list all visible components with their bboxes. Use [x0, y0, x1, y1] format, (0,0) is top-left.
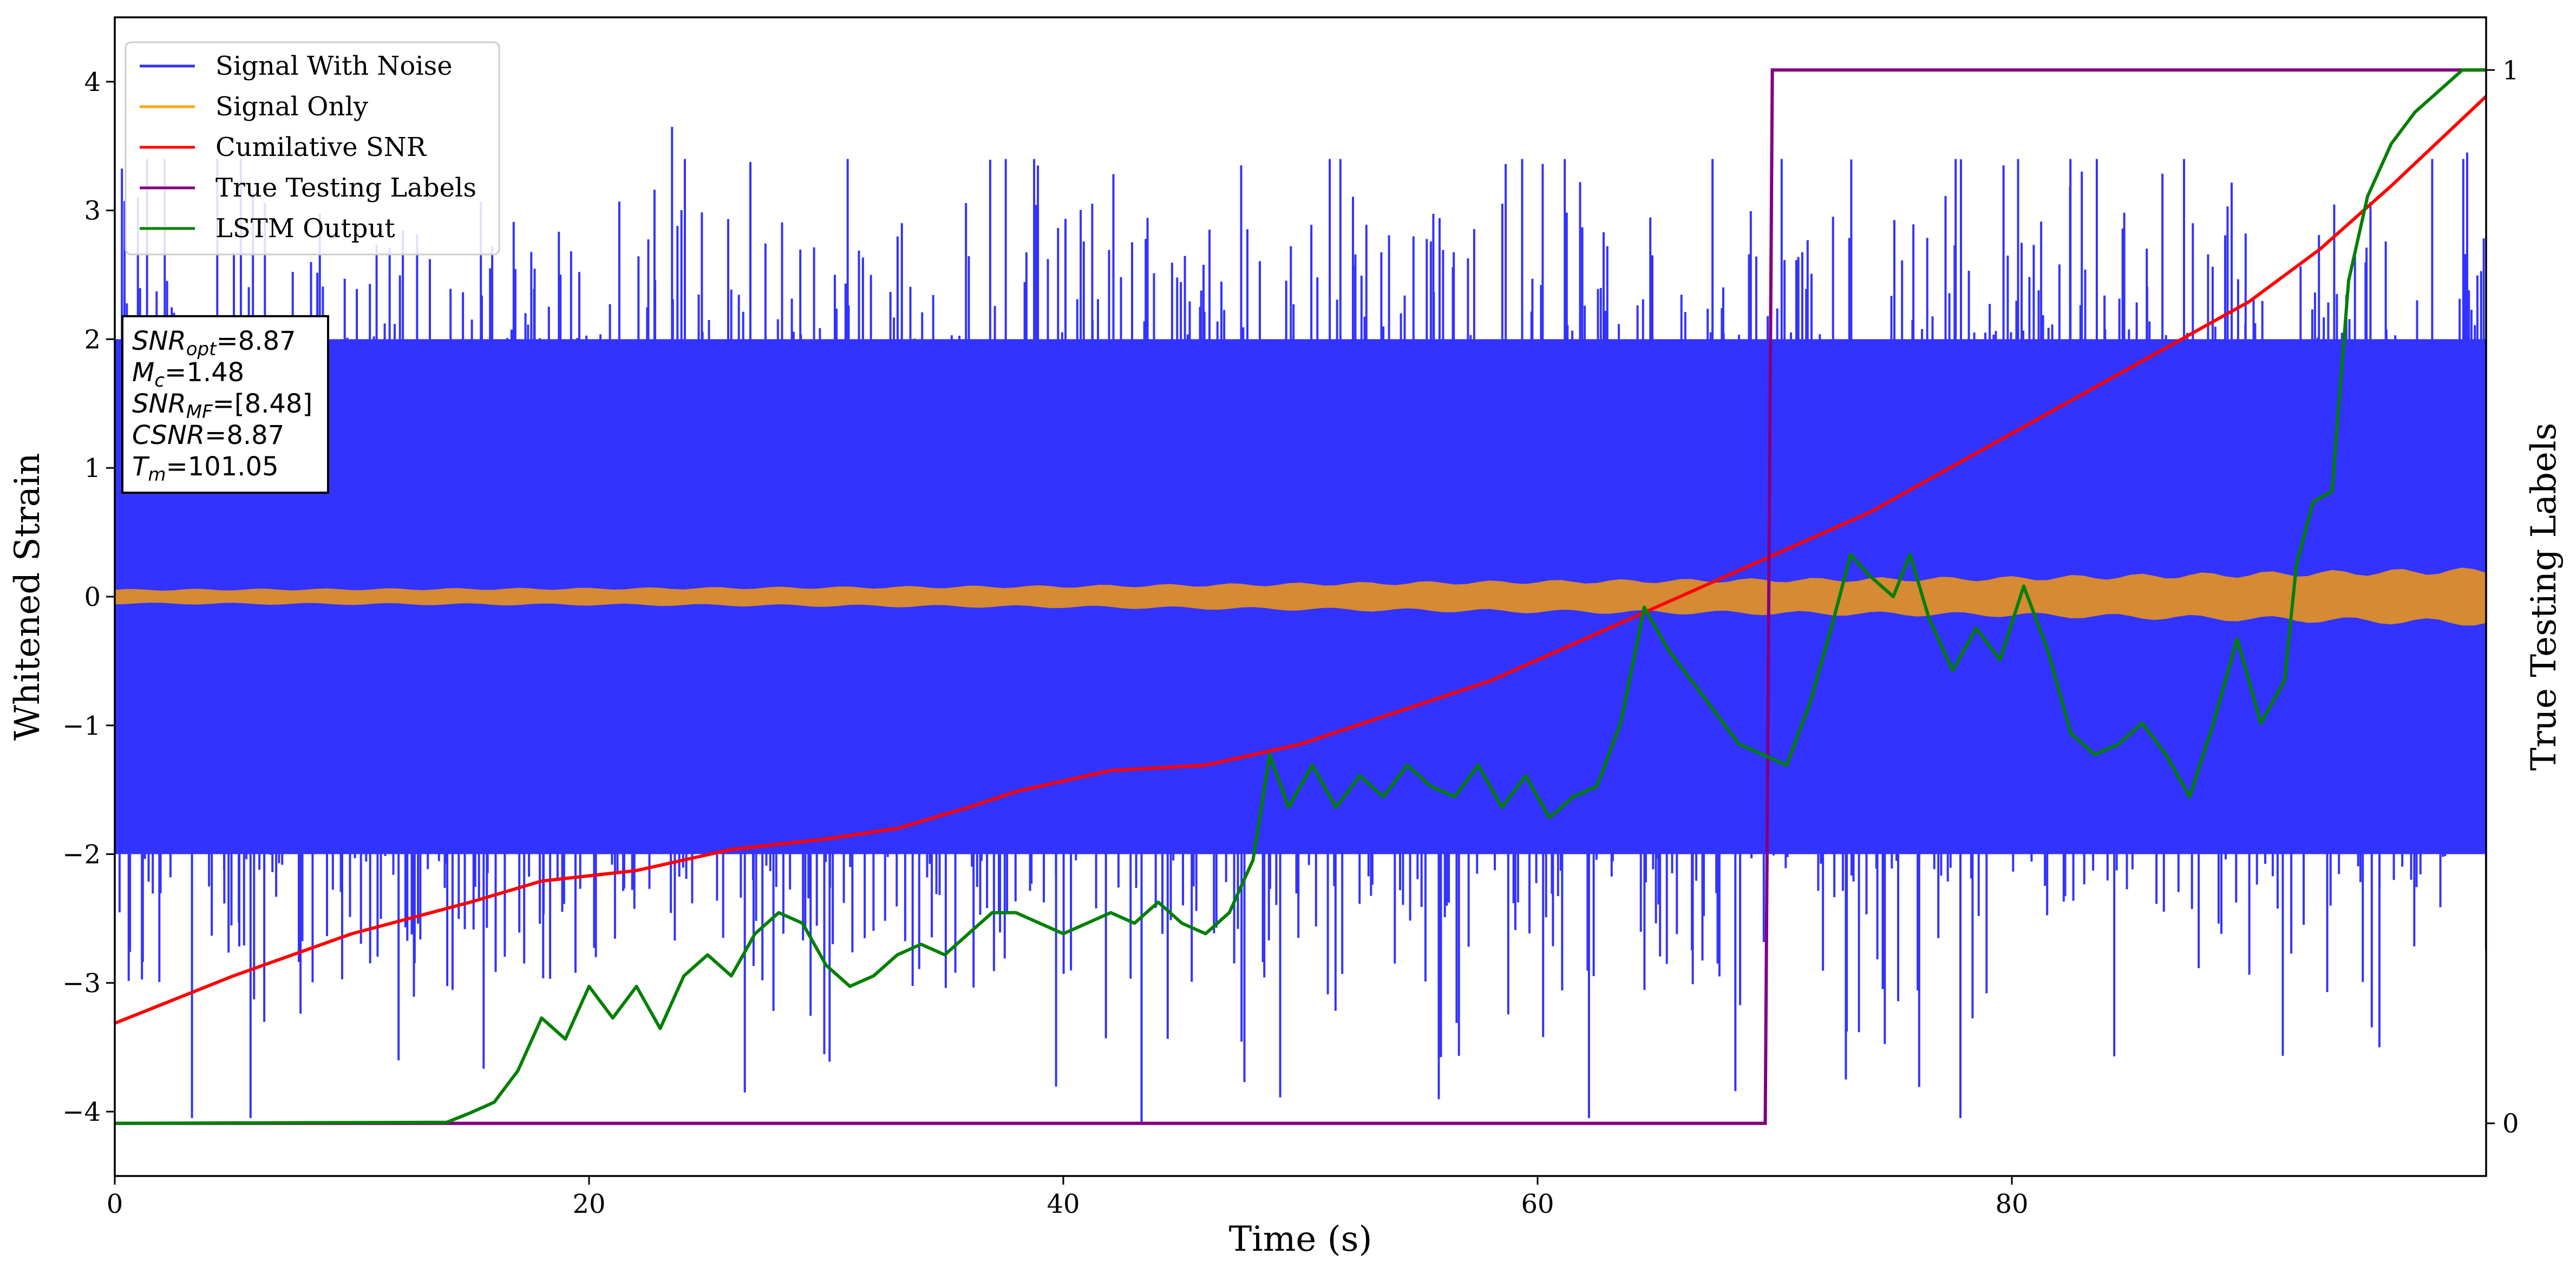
y-tick-label: −2 [62, 840, 101, 870]
legend-box [125, 41, 500, 256]
stats-annotation-line: CSNR=8.87 [132, 420, 284, 450]
stats-annotation-line: Mc=1.48 [132, 357, 244, 391]
stats-annotation: SNRopt=8.87Mc=1.48SNRMF=[8.48]CSNR=8.87T… [121, 315, 329, 494]
legend-entry: Cumilative SNR [140, 132, 427, 162]
y-tick-label: 1 [84, 453, 101, 484]
legend-label: Signal With Noise [215, 51, 453, 81]
y-tick-label: −4 [62, 1097, 101, 1127]
x-tick-label: 0 [107, 1189, 123, 1219]
noise-spikes [115, 127, 2486, 1125]
y-axis-title: Whitened Strain [8, 453, 48, 740]
stats-annotation-box [121, 315, 329, 494]
signal-only-series [115, 567, 2486, 626]
x-tick-label: 80 [1995, 1189, 2028, 1219]
legend-entry: Signal Only [140, 92, 368, 122]
legend-label: True Testing Labels [215, 173, 476, 203]
x-tick-label: 20 [572, 1189, 605, 1219]
line-series-group [115, 68, 2486, 1125]
y-tick-label: 3 [84, 196, 101, 226]
y2-tick-label: 1 [2502, 55, 2519, 86]
legend-label: LSTM Output [215, 213, 395, 244]
legend-entry: True Testing Labels [140, 173, 476, 203]
legend-entry: Signal With Noise [140, 51, 453, 81]
y-tick-label: 4 [84, 67, 101, 97]
y-tick-label: 2 [84, 324, 101, 355]
y-tick-label: 0 [84, 582, 101, 612]
cumulative-snr-line [115, 95, 2486, 1025]
y2-axis-title: True Testing Labels [2524, 423, 2564, 771]
lstm-output-line [115, 68, 2486, 1125]
x-axis-title: Time (s) [1229, 1219, 1372, 1259]
y2-tick-label: 0 [2502, 1109, 2519, 1139]
y-tick-label: −3 [62, 968, 101, 998]
stats-annotation-lines: SNRopt=8.87Mc=1.48SNRMF=[8.48]CSNR=8.87T… [132, 326, 312, 486]
legend: Signal With Noise Signal Only Cumilative… [125, 41, 500, 256]
y-tick-label: −1 [62, 711, 101, 741]
legend-entry: LSTM Output [140, 213, 395, 244]
true-testing-labels-line [115, 68, 2486, 1125]
legend-label: Cumilative SNR [215, 132, 427, 162]
x-tick-label: 60 [1521, 1189, 1554, 1219]
x-tick-label: 40 [1047, 1189, 1080, 1219]
legend-label: Signal Only [215, 92, 368, 122]
stats-annotation-line: SNRopt=8.87 [132, 326, 296, 360]
stats-annotation-line: SNRMF=[8.48] [132, 389, 312, 423]
signal-only-band [115, 567, 2486, 626]
stats-annotation-line: Tm=101.05 [132, 452, 279, 486]
